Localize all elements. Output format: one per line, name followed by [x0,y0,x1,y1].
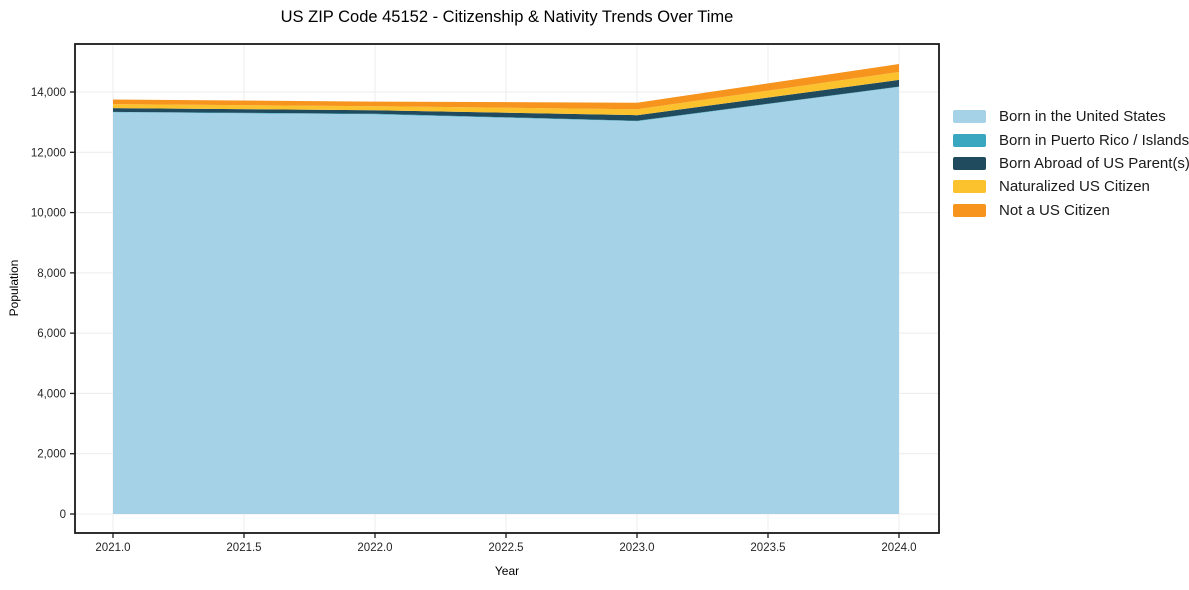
x-tick-label: 2024.0 [881,542,916,554]
y-axis-label: Population [7,259,21,317]
x-tick-label: 2022.5 [488,542,523,554]
x-tick-label: 2021.5 [226,542,261,554]
legend-swatch-icon [953,110,986,124]
x-tick-label: 2022.0 [357,542,392,554]
legend-item-3: Naturalized US Citizen [953,175,1189,198]
area-series-4 [113,64,899,110]
area-series-0 [113,86,899,515]
y-tick-label: 12,000 [31,147,66,159]
legend-label: Born Abroad of US Parent(s) [999,154,1189,172]
legend-label: Naturalized US Citizen [999,178,1150,196]
y-tick-label: 4,000 [37,388,66,400]
legend-label: Born in Puerto Rico / Islands [999,131,1189,149]
legend-label: Not a US Citizen [999,201,1110,219]
legend-swatch-icon [953,133,986,147]
chart-title: US ZIP Code 45152 - Citizenship & Nativi… [280,8,734,26]
legend-item-1: Born in Puerto Rico / Islands [953,128,1189,151]
legend-item-2: Born Abroad of US Parent(s) [953,152,1189,175]
y-tick-label: 0 [60,509,66,521]
area-series-3 [113,72,899,116]
legend-swatch-icon [953,203,986,217]
y-tick-label: 2,000 [37,449,66,461]
legend-item-4: Not a US Citizen [953,199,1189,222]
y-tick-label: 6,000 [37,328,66,340]
y-tick-label: 8,000 [37,268,66,280]
x-tick-label: 2023.0 [619,542,654,554]
x-axis-label: Year [494,564,520,578]
axis-tick-labels: 2021.0 2021.5 2022.0 2022.5 2023.0 2023.5 2024… [31,87,917,554]
y-tick-label: 10,000 [31,208,66,220]
area-series-1 [113,86,899,122]
legend-swatch-icon [953,156,986,170]
plot-frame [74,43,940,534]
legend-item-0: Born in the United States [953,105,1189,128]
x-tick-label: 2023.5 [750,542,785,554]
legend-swatch-icon [953,180,986,194]
y-tick-label: 14,000 [31,87,66,99]
legend-label: Born in the United States [999,108,1166,126]
axis-ticks [70,91,900,538]
legend: Born in the United States Born in Puerto … [953,105,1189,222]
area-series-2 [113,79,899,121]
x-tick-label: 2021.0 [95,542,130,554]
stacked-areas [113,64,899,515]
